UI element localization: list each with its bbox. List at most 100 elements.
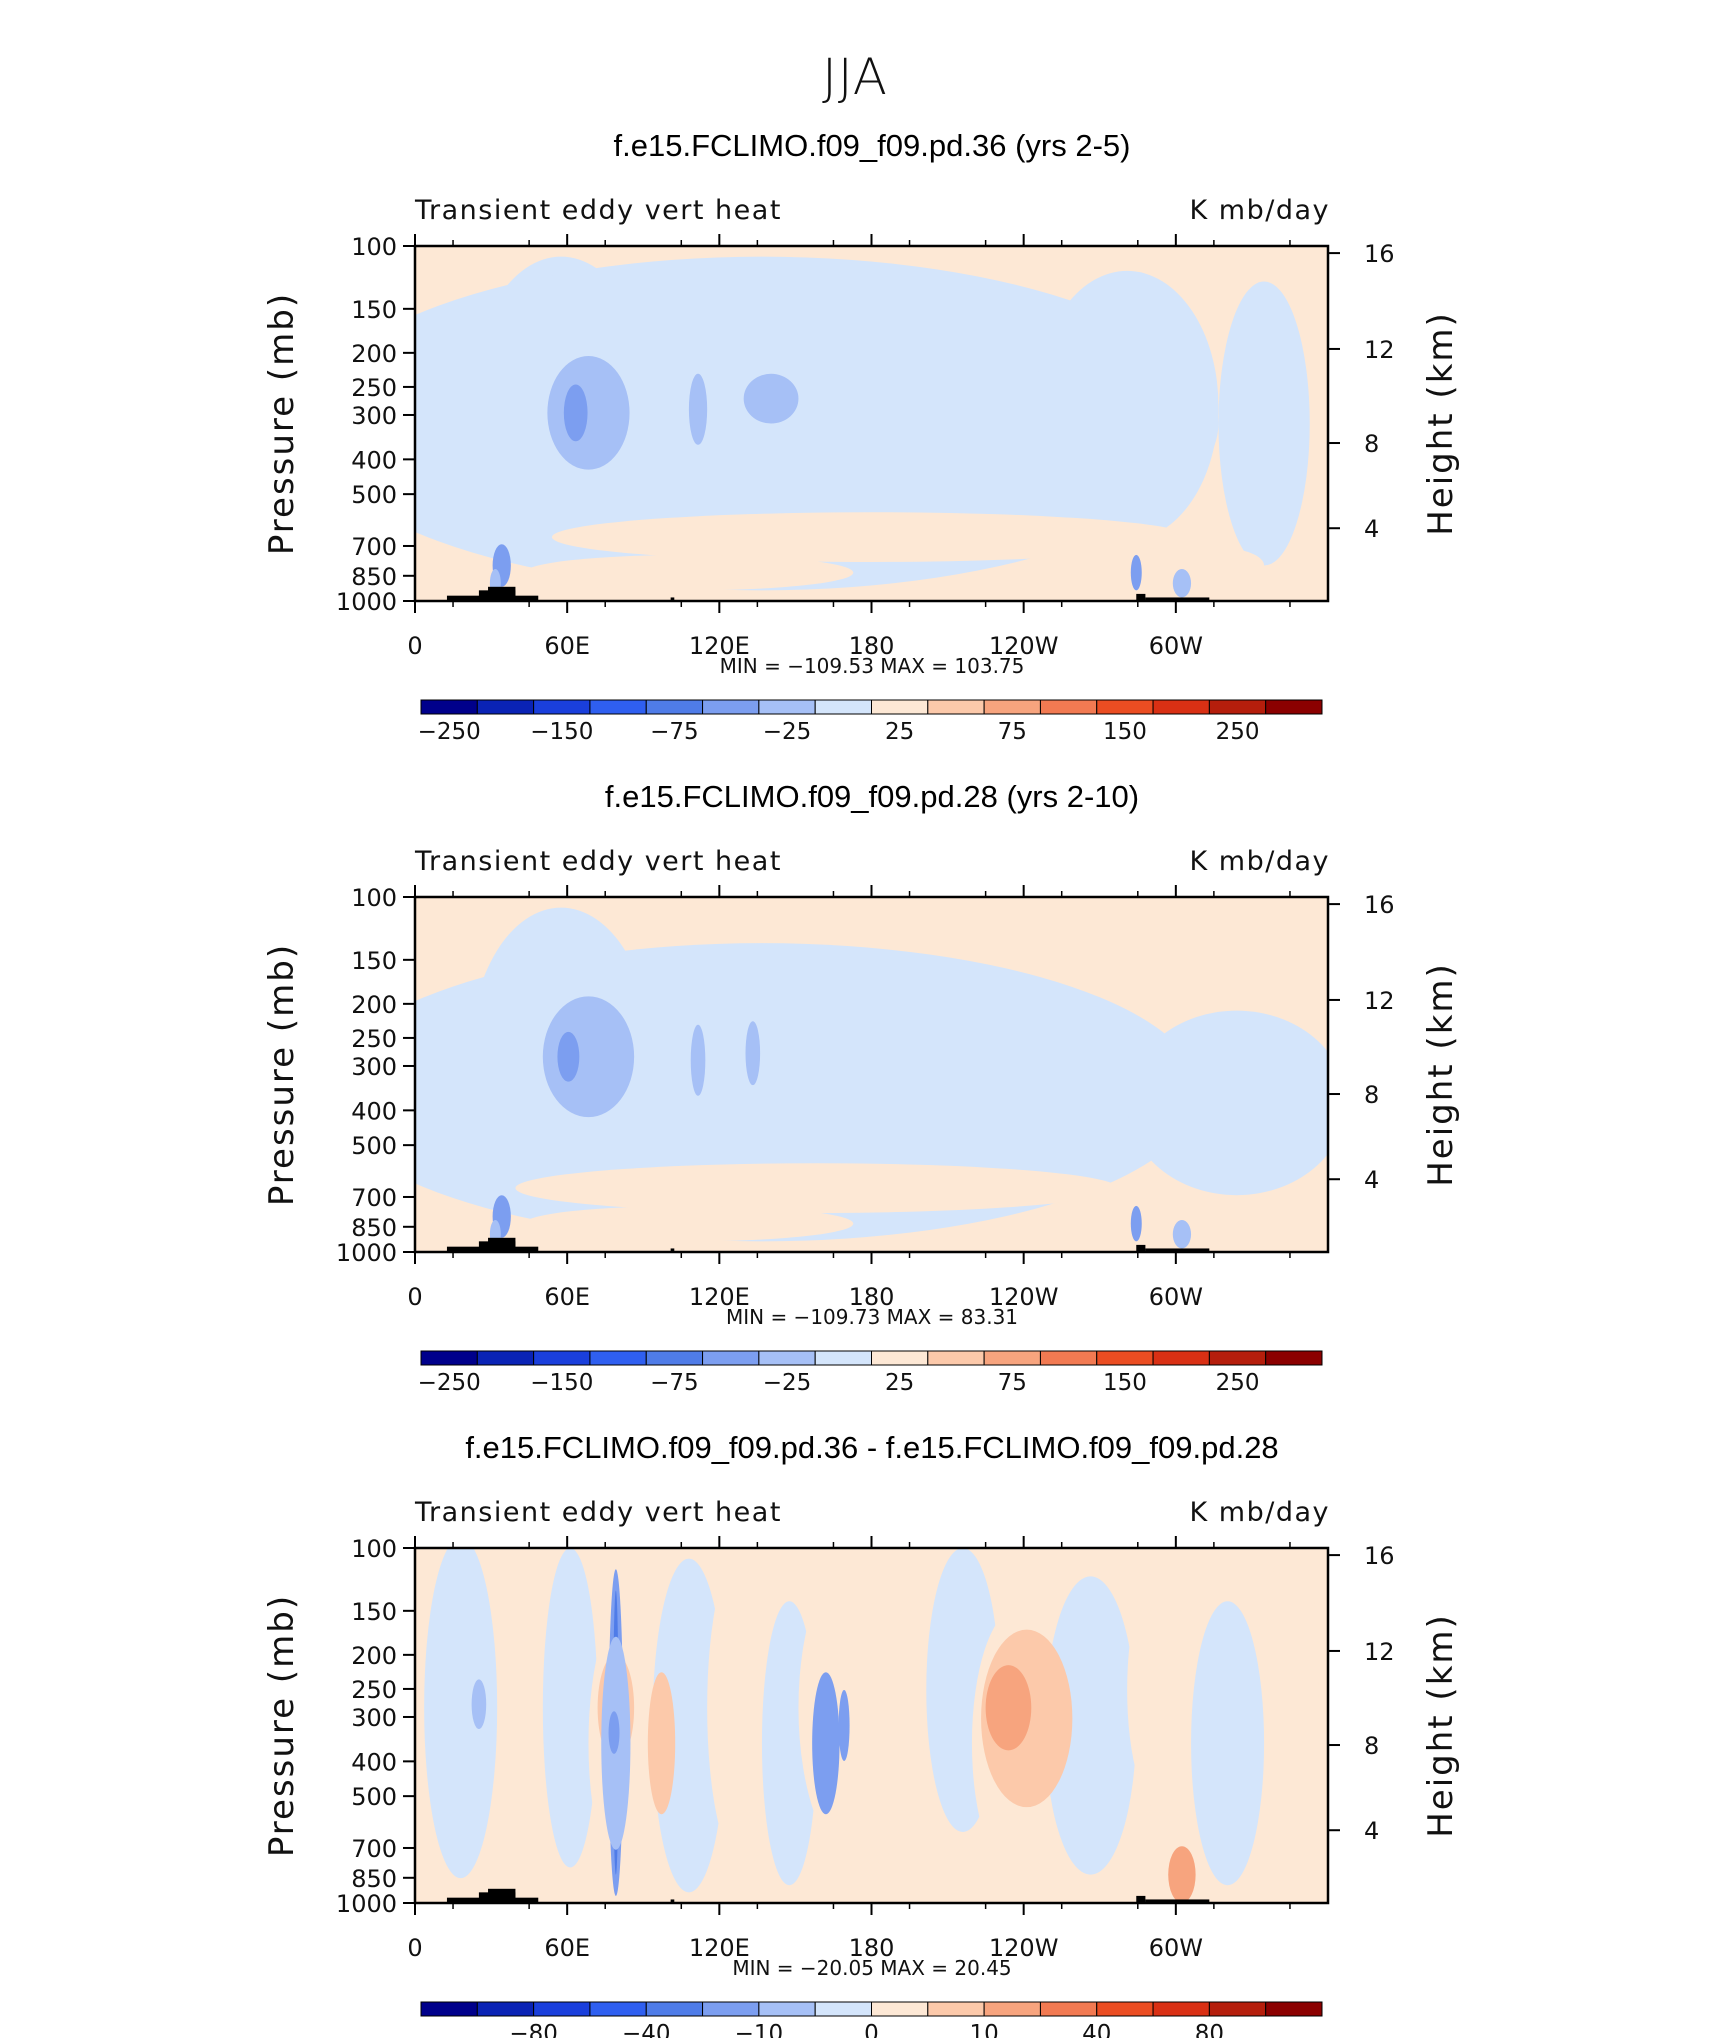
y2-tick-label: 4 (1364, 1817, 1379, 1845)
units-label: K mb/day (1190, 1497, 1331, 1528)
x-tick-label: 120E (689, 632, 750, 660)
contour-region (524, 1205, 854, 1242)
contour-region (652, 1558, 726, 1893)
y-tick-label: 1000 (336, 1890, 397, 1918)
colorbar-label: 150 (1103, 719, 1147, 745)
contour-fills (415, 256, 1310, 601)
colorbar-segment (1152, 699, 1210, 715)
x-tick-label: 60W (1149, 632, 1203, 660)
colorbar-segment (983, 699, 1041, 715)
colorbar-segment (589, 699, 647, 715)
colorbar-label: −10 (735, 2021, 784, 2038)
y2-axis-title: Height (km) (1421, 962, 1461, 1187)
colorbar-segment (533, 699, 591, 715)
colorbar-label: 250 (1216, 719, 1260, 745)
colorbar-label: −75 (650, 719, 699, 745)
colorbar-label: −25 (763, 719, 812, 745)
x-tick-label: 60W (1149, 1283, 1203, 1311)
colorbar-segment (589, 1350, 647, 1366)
y-axis-title: Pressure (mb) (262, 1594, 302, 1857)
colorbar-segment (758, 2001, 816, 2017)
colorbar-segment (1039, 699, 1098, 715)
colorbar-segment (758, 1350, 816, 1366)
colorbar-segment (645, 1350, 704, 1366)
contour-region (1191, 1601, 1265, 1886)
y-axis-title: Pressure (mb) (262, 292, 302, 555)
panel-title: f.e15.FCLIMO.f09_f09.pd.36 (yrs 2-5) (614, 128, 1131, 163)
x-tick-label: 180 (849, 1283, 895, 1311)
colorbar-label: 75 (998, 719, 1027, 745)
figure-title: JJA (822, 48, 888, 106)
contour-region (515, 1163, 1119, 1213)
colorbar-segment (871, 699, 929, 715)
y-tick-label: 100 (351, 1535, 397, 1563)
contour-region (647, 1672, 676, 1815)
y-tick-label: 200 (351, 991, 397, 1019)
contour-region (471, 1679, 487, 1730)
y-tick-label: 400 (351, 1097, 397, 1125)
panel-2: f.e15.FCLIMO.f09_f09.pd.28 (yrs 2-10) Tra… (262, 779, 1461, 1396)
x-tick-label: 0 (407, 1934, 422, 1962)
colorbar-segment (1265, 2001, 1323, 2017)
contour-region (424, 1548, 498, 1879)
colorbar-label: 25 (885, 719, 914, 745)
colorbar-segment (871, 2001, 929, 2017)
contour-region (557, 1031, 580, 1082)
y-tick-label: 500 (351, 481, 397, 509)
colorbar-label: −150 (530, 719, 593, 745)
topography (670, 1899, 675, 1903)
x-tick-label: 60E (544, 1934, 590, 1962)
contour-region (1044, 1576, 1137, 1875)
colorbar-segment (1039, 1350, 1098, 1366)
y2-tick-label: 12 (1364, 336, 1395, 364)
panel-1: f.e15.FCLIMO.f09_f09.pd.36 (yrs 2-5) Tran… (262, 128, 1461, 745)
y-tick-label: 100 (351, 233, 397, 261)
contour-region (1172, 547, 1265, 584)
y-tick-label: 150 (351, 1598, 397, 1626)
colorbar-segment (420, 1350, 478, 1366)
panel-title: f.e15.FCLIMO.f09_f09.pd.28 (yrs 2-10) (605, 779, 1139, 814)
colorbar-label: 40 (1082, 2021, 1111, 2038)
colorbar-segment (983, 1350, 1041, 1366)
topography (670, 1248, 675, 1252)
colorbar-segment (814, 699, 872, 715)
contour-region (1130, 554, 1142, 591)
y2-tick-label: 8 (1364, 430, 1379, 458)
y2-tick-label: 8 (1364, 1081, 1379, 1109)
colorbar-label: −75 (650, 1370, 699, 1396)
min-max-stats: MIN = −20.05 MAX = 20.45 (732, 1956, 1011, 1980)
y2-tick-label: 16 (1364, 240, 1395, 268)
topography (488, 1888, 516, 1903)
y-tick-label: 150 (351, 296, 397, 324)
y2-tick-label: 4 (1364, 515, 1379, 543)
contour-region (1035, 270, 1219, 541)
contour-region (1168, 1846, 1196, 1903)
contour-region (838, 1690, 850, 1761)
colorbar-segment (1096, 2001, 1154, 2017)
colorbar-segment (1152, 1350, 1210, 1366)
contour-region (985, 1665, 1032, 1751)
colorbar-segment (1265, 1350, 1323, 1366)
y-tick-label: 250 (351, 374, 397, 402)
colorbar-label: 80 (1195, 2021, 1224, 2038)
y-tick-label: 1000 (336, 588, 397, 616)
colorbar-segment (814, 1350, 872, 1366)
colorbar-label: 250 (1216, 1370, 1260, 1396)
colorbar-segment (927, 699, 985, 715)
contour-region (743, 373, 799, 424)
colorbar-segment (814, 2001, 872, 2017)
y-tick-label: 850 (351, 563, 397, 591)
units-label: K mb/day (1190, 195, 1331, 226)
colorbar-segment (589, 2001, 647, 2017)
contour-region (1172, 1220, 1192, 1249)
y-tick-label: 300 (351, 402, 397, 430)
x-tick-label: 60W (1149, 1934, 1203, 1962)
x-tick-label: 120E (689, 1934, 750, 1962)
colorbar-label: 0 (864, 2021, 879, 2038)
colorbar-label: 25 (885, 1370, 914, 1396)
contour-region (688, 373, 708, 445)
contour-region (547, 356, 630, 470)
topography (1145, 597, 1210, 601)
y-tick-label: 700 (351, 1184, 397, 1212)
